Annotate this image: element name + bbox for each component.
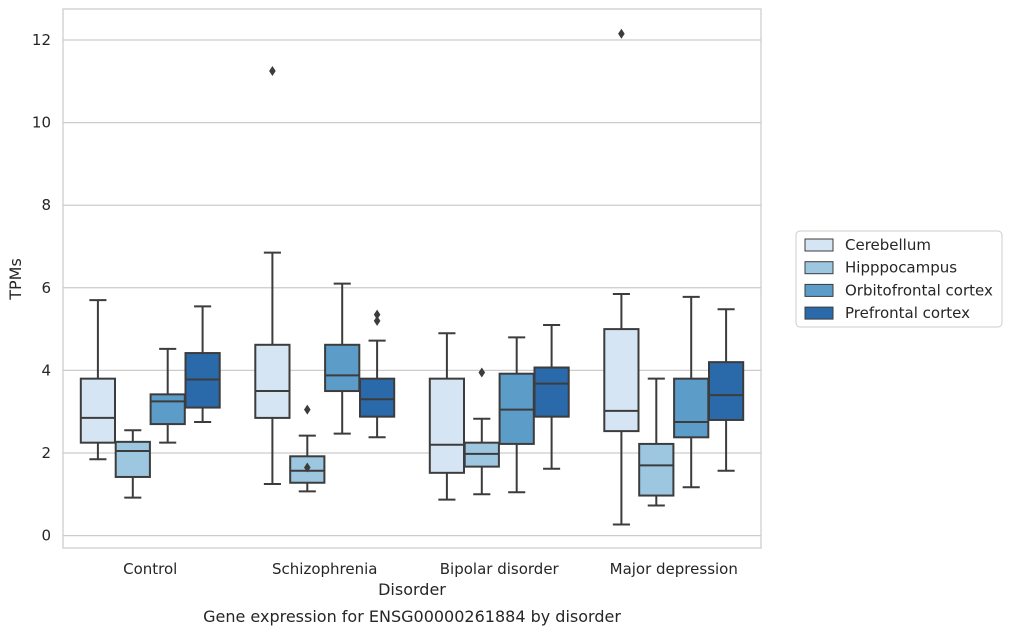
y-tick-label: 8	[41, 196, 51, 214]
y-axis-label: TPMs	[6, 258, 25, 301]
box-body	[638, 442, 675, 497]
box-group	[114, 429, 151, 499]
legend-label: Hipppocampus	[845, 259, 957, 277]
y-tick-label: 0	[41, 527, 51, 545]
box-group	[673, 295, 710, 489]
x-tick-label: Control	[123, 560, 177, 578]
box-body	[79, 377, 117, 444]
x-axis-label: Disorder	[378, 580, 446, 599]
box-group	[324, 282, 361, 435]
legend-label: Cerebellum	[845, 236, 931, 254]
x-tick-label: Schizophrenia	[272, 560, 377, 578]
x-tick-label: Bipolar disorder	[440, 560, 560, 578]
box-body	[254, 343, 291, 419]
outlier-point	[304, 404, 311, 415]
box-group	[358, 309, 396, 439]
legend-frame	[795, 230, 1003, 328]
box-group	[707, 308, 745, 472]
box-body	[428, 377, 466, 474]
plot-frame	[62, 8, 762, 549]
outlier-point	[373, 309, 381, 320]
outlier-point	[478, 367, 486, 378]
box-group	[533, 323, 570, 470]
box-group	[79, 299, 117, 461]
box-group	[289, 404, 326, 493]
outlier-point	[373, 315, 381, 326]
y-tick-label: 12	[32, 31, 51, 49]
y-tick-labels: 0 2 4 6 8 10 12	[32, 31, 51, 545]
box-body	[707, 361, 745, 421]
y-tick-label: 2	[41, 444, 51, 462]
y-tick-label: 4	[41, 361, 51, 379]
y-tick-label: 10	[32, 114, 51, 132]
gridlines	[63, 39, 761, 537]
outlier-point	[269, 65, 276, 76]
legend: Cerebellum Hipppocampus Orbitofrontal cort…	[795, 230, 1003, 328]
x-tick-labels: Control Schizophrenia Bipolar disorder Majo…	[123, 560, 738, 578]
box-body	[149, 393, 186, 426]
outlier-point	[304, 462, 311, 473]
box-group	[254, 65, 291, 485]
legend-swatch	[804, 261, 834, 275]
boxes	[79, 28, 745, 526]
box-body	[533, 366, 570, 418]
box-body	[324, 343, 361, 393]
outlier-point	[618, 28, 625, 39]
legend-swatch	[804, 283, 834, 297]
legend-label: Orbitofrontal cortex	[845, 281, 993, 299]
box-body	[603, 328, 640, 433]
legend-label: Prefrontal cortex	[845, 304, 970, 322]
box-group	[603, 28, 640, 526]
x-tick-label: Major depression	[610, 560, 738, 578]
box-body	[673, 377, 710, 439]
y-tick-label: 6	[41, 279, 51, 297]
box-group	[428, 332, 466, 501]
box-group	[149, 347, 186, 444]
legend-swatch	[804, 238, 834, 252]
box-body	[358, 377, 396, 418]
box-group	[184, 305, 221, 424]
box-group	[463, 367, 500, 496]
box-group	[498, 336, 535, 494]
legend-swatch	[804, 306, 834, 320]
box-group	[638, 377, 675, 507]
box-body	[114, 440, 151, 478]
chart-caption: Gene expression for ENSG00000261884 by d…	[203, 607, 621, 626]
